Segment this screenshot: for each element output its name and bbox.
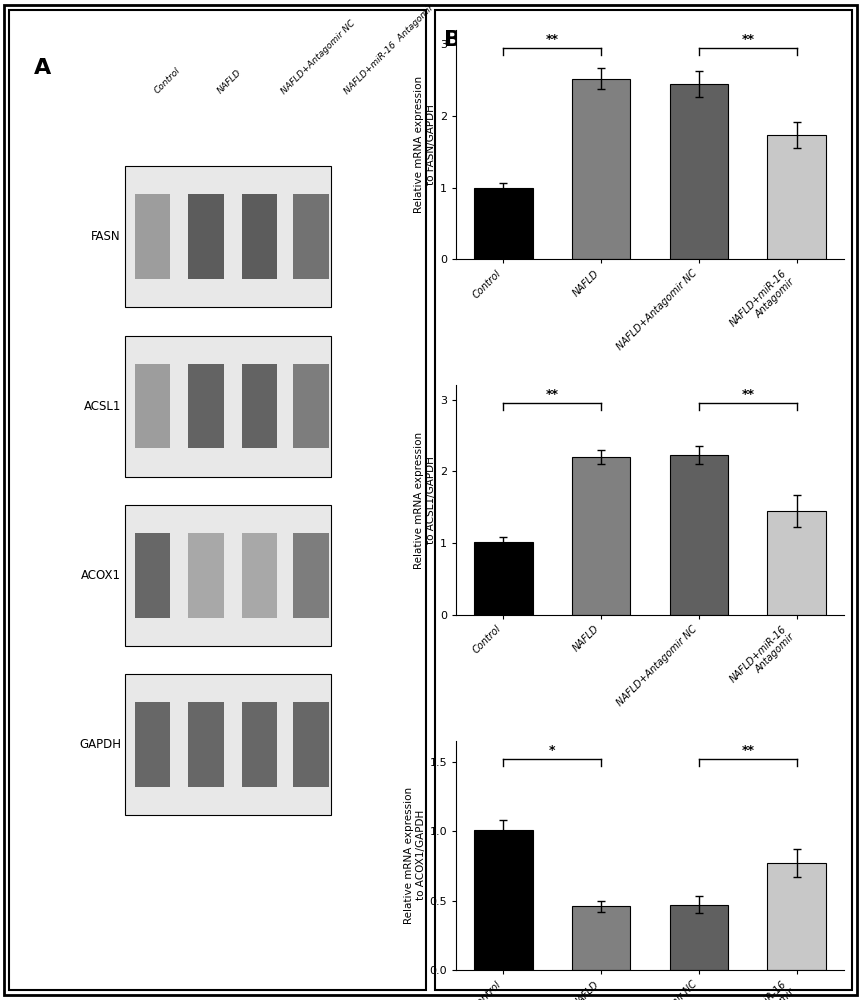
- Bar: [767, 511, 827, 615]
- FancyBboxPatch shape: [242, 364, 277, 448]
- Text: **: **: [741, 388, 754, 401]
- Text: Control: Control: [152, 66, 182, 96]
- FancyBboxPatch shape: [293, 533, 329, 617]
- FancyBboxPatch shape: [293, 194, 329, 279]
- Bar: [474, 188, 533, 259]
- FancyBboxPatch shape: [125, 674, 331, 815]
- FancyBboxPatch shape: [189, 533, 224, 617]
- Text: **: **: [546, 33, 559, 46]
- Text: B: B: [444, 30, 461, 50]
- Text: *: *: [549, 744, 555, 757]
- Y-axis label: Relative mRNA expression
to ACSL1/GAPDH: Relative mRNA expression to ACSL1/GAPDH: [414, 431, 436, 569]
- Bar: [572, 79, 630, 259]
- FancyBboxPatch shape: [189, 702, 224, 787]
- FancyBboxPatch shape: [293, 702, 329, 787]
- FancyBboxPatch shape: [242, 194, 277, 279]
- Text: NAFLD+miR-16  Antagomir: NAFLD+miR-16 Antagomir: [343, 3, 436, 96]
- Text: GAPDH: GAPDH: [79, 738, 121, 751]
- FancyBboxPatch shape: [242, 533, 277, 617]
- FancyBboxPatch shape: [293, 364, 329, 448]
- Bar: [767, 863, 827, 970]
- Text: ACSL1: ACSL1: [84, 399, 121, 412]
- FancyBboxPatch shape: [125, 505, 331, 646]
- Text: NAFLD+Antagomir NC: NAFLD+Antagomir NC: [279, 18, 356, 96]
- Text: FASN: FASN: [91, 230, 121, 243]
- Text: NAFLD: NAFLD: [216, 68, 244, 96]
- Bar: [670, 455, 728, 615]
- Bar: [572, 457, 630, 615]
- Text: **: **: [741, 33, 754, 46]
- FancyBboxPatch shape: [135, 533, 170, 617]
- Text: **: **: [546, 388, 559, 401]
- FancyBboxPatch shape: [189, 194, 224, 279]
- Bar: [670, 905, 728, 970]
- Bar: [474, 542, 533, 615]
- Text: ACOX1: ACOX1: [81, 569, 121, 582]
- FancyBboxPatch shape: [135, 702, 170, 787]
- Bar: [572, 906, 630, 970]
- Text: A: A: [34, 58, 51, 78]
- Text: **: **: [741, 744, 754, 757]
- FancyBboxPatch shape: [125, 166, 331, 307]
- FancyBboxPatch shape: [135, 364, 170, 448]
- FancyBboxPatch shape: [125, 336, 331, 477]
- FancyBboxPatch shape: [135, 194, 170, 279]
- Bar: [767, 135, 827, 259]
- Bar: [670, 84, 728, 259]
- Y-axis label: Relative mRNA expression
to FASN/GAPDH: Relative mRNA expression to FASN/GAPDH: [414, 76, 436, 213]
- FancyBboxPatch shape: [189, 364, 224, 448]
- Y-axis label: Relative mRNA expression
to ACOX1/GAPDH: Relative mRNA expression to ACOX1/GAPDH: [404, 787, 425, 924]
- Bar: [474, 830, 533, 970]
- FancyBboxPatch shape: [242, 702, 277, 787]
